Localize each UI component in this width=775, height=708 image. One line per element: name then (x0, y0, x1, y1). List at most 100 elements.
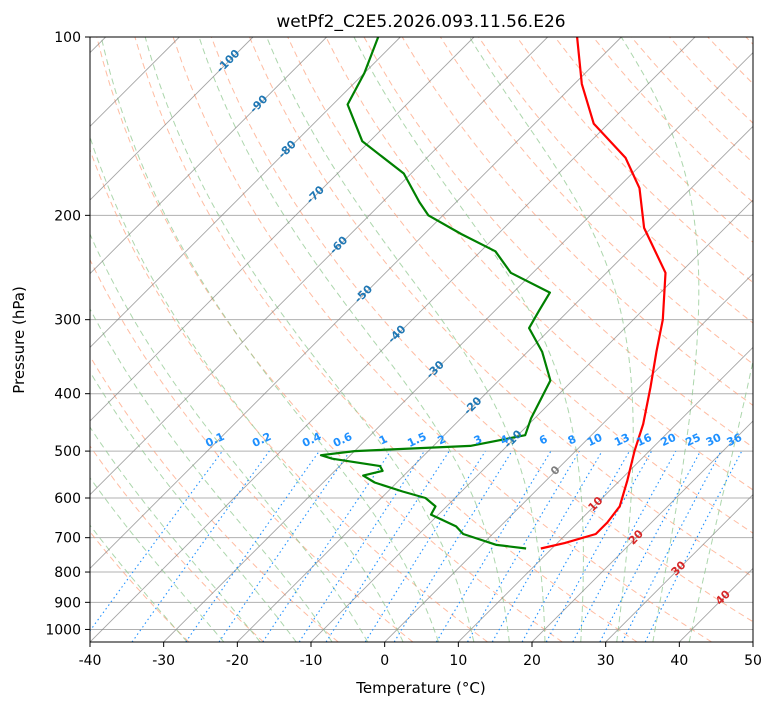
x-tick-label: -20 (226, 653, 249, 669)
moist-adiabat (90, 426, 261, 642)
x-axis-title: Temperature (°C) (355, 679, 485, 697)
mixing-ratio-label: 13 (612, 431, 631, 449)
dry-adiabat (90, 445, 264, 642)
mixing-ratio-label: 2 (436, 432, 448, 447)
mixing-ratio-label: 20 (659, 431, 679, 449)
y-tick-label: 400 (54, 387, 81, 403)
mixing-ratio-line (599, 450, 701, 642)
moist-adiabat (469, 37, 634, 642)
isotherm (90, 37, 622, 569)
x-tick-label: 50 (744, 653, 762, 669)
x-axis: -40 -30 -20 -10 0 10 20 30 40 50 (79, 642, 762, 669)
dry-adiabat (669, 37, 753, 124)
dewpoint-line (319, 37, 552, 550)
moist-adiabat (90, 232, 369, 642)
mixing-ratio-label: 1 (377, 432, 389, 447)
dry-adiabat (90, 258, 414, 642)
isotherm-label: 0 (548, 463, 563, 478)
mixing-ratio-line (298, 450, 425, 642)
isotherm (90, 37, 548, 496)
isotherm-label: 40 (713, 587, 733, 607)
moist-adiabat (90, 524, 188, 642)
moist-adiabat (198, 37, 510, 642)
mixing-ratio-line (185, 450, 320, 642)
mixing-ratio-label: 0.2 (250, 430, 273, 450)
isotherm-label: -90 (247, 92, 270, 115)
moist-adiabat (620, 37, 700, 642)
dry-adiabat (287, 37, 753, 534)
isotherm-label: -80 (276, 138, 299, 161)
x-tick-label: -30 (152, 653, 175, 669)
y-tick-label: 900 (54, 595, 81, 611)
mixing-ratio-label: 0.6 (331, 430, 354, 450)
dry-adiabat (516, 37, 753, 284)
mixing-ratio-label: 0.4 (300, 430, 323, 450)
temperature-line (540, 37, 667, 550)
dry-adiabat (96, 37, 563, 642)
isotherm (90, 37, 401, 348)
dry-adiabat (592, 37, 753, 203)
mixing-ratio-line (218, 450, 351, 642)
dry-adiabat (90, 355, 339, 642)
dry-adiabat (325, 37, 753, 491)
plot-frame (89, 36, 754, 643)
pressure-gridlines (90, 37, 753, 630)
mixing-ratio-line (325, 450, 450, 642)
mixing-ratio-lines (90, 450, 743, 642)
y-tick-label: 800 (54, 565, 81, 581)
dry-adiabat (554, 37, 753, 243)
moist-adiabat (266, 37, 546, 642)
isotherm-label: -70 (304, 183, 327, 206)
mixing-ratio-label: 8 (566, 432, 578, 447)
isotherm (163, 52, 753, 642)
mixing-ratio-line (467, 450, 580, 642)
isotherm-label: -100 (214, 47, 243, 76)
mixing-ratio-line (435, 450, 552, 642)
x-tick-label: 20 (523, 653, 541, 669)
dry-adiabat (210, 37, 753, 623)
isotherm (237, 125, 753, 642)
y-axis: 100 200 300 400 500 600 700 800 900 1000 (45, 30, 90, 638)
mixing-ratio-line (364, 450, 486, 642)
x-tick-label: 40 (670, 653, 688, 669)
y-tick-label: 300 (54, 313, 81, 329)
dry-adiabat (134, 37, 638, 642)
dry-adiabat (90, 148, 488, 642)
x-tick-label: -40 (79, 653, 102, 669)
isotherms (90, 37, 753, 642)
moist-adiabat (90, 370, 297, 642)
isotherm (90, 37, 696, 642)
moist-adiabat (90, 308, 333, 642)
moist-adiabat (90, 135, 404, 642)
isotherm-label: 30 (669, 558, 689, 578)
mixing-ratio-line (262, 450, 392, 642)
x-tick-label: 0 (380, 653, 389, 669)
y-axis-title: Pressure (hPa) (10, 286, 28, 394)
mixing-ratio-line (644, 450, 743, 642)
mixing-ratio-label: 16 (634, 431, 654, 449)
isotherm (458, 346, 753, 642)
y-tick-label: 1000 (45, 622, 81, 638)
isotherm-label: -30 (424, 358, 447, 381)
y-tick-label: 100 (54, 30, 81, 46)
mixing-ratio-label: 10 (585, 431, 605, 449)
chart-title: wetPf2_C2E5.2026.093.11.56.E26 (276, 12, 565, 32)
isotherm-label: -20 (461, 394, 484, 417)
x-tick-label: 10 (449, 653, 467, 669)
isotherm (90, 37, 254, 201)
isotherm (531, 420, 753, 642)
dry-adiabat (90, 531, 190, 642)
moist-adiabat (90, 476, 225, 642)
moist-adiabat (144, 37, 475, 642)
y-tick-label: 200 (54, 208, 81, 224)
dry-adiabat (249, 37, 753, 578)
isotherm (384, 273, 753, 642)
isotherm (310, 199, 753, 642)
isotherm (605, 494, 753, 642)
mixing-ratio-label: 36 (725, 431, 745, 449)
mixing-ratio-line (393, 450, 513, 642)
y-tick-label: 600 (54, 491, 81, 507)
isotherm (679, 567, 753, 642)
mixing-ratio-label: 6 (537, 432, 550, 447)
